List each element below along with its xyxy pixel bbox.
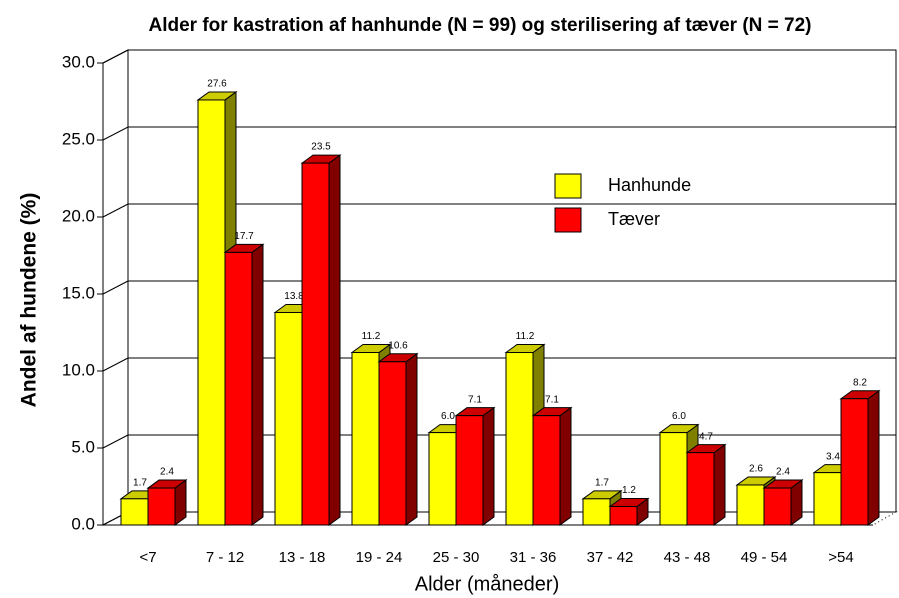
legend-swatch xyxy=(554,207,582,233)
value-label: 2.4 xyxy=(776,467,790,478)
bar xyxy=(840,398,869,526)
x-tick-label: 25 - 30 xyxy=(433,549,480,566)
x-tick-label: 43 - 48 xyxy=(664,549,711,566)
value-label: 10.6 xyxy=(388,340,408,351)
bar xyxy=(659,432,688,526)
x-tick-label: 13 - 18 xyxy=(279,549,326,566)
grid-line xyxy=(102,49,129,64)
bar-side xyxy=(405,352,418,526)
value-label: 11.2 xyxy=(516,331,535,342)
y-tick-label: 25.0 xyxy=(62,129,95,148)
y-tick-label: 15.0 xyxy=(62,283,95,302)
value-label: 3.4 xyxy=(826,451,840,462)
bar xyxy=(274,311,303,526)
legend-label: Tæver xyxy=(608,209,660,229)
bar xyxy=(428,432,457,526)
bar xyxy=(532,415,561,526)
y-tick-label: 0.0 xyxy=(71,514,95,533)
value-label: 6.0 xyxy=(441,411,455,422)
bar-side xyxy=(251,243,264,526)
legend-label: Hanhunde xyxy=(608,175,691,195)
grid-line xyxy=(102,126,129,141)
legend-swatch xyxy=(554,173,582,199)
bar xyxy=(455,415,484,526)
y-tick-label: 10.0 xyxy=(62,360,95,379)
bar xyxy=(763,487,792,526)
x-tick-label: 19 - 24 xyxy=(356,549,403,566)
x-tick-label: 37 - 42 xyxy=(587,549,634,566)
y-axis-label: Andel af hundene (%) xyxy=(18,193,41,408)
grid-line xyxy=(102,203,129,218)
x-axis-label: Alder (måneder) xyxy=(415,573,560,595)
bar xyxy=(197,99,226,526)
value-label: 2.6 xyxy=(749,464,763,475)
bar-side xyxy=(559,406,572,526)
bar xyxy=(224,251,253,526)
value-label: 17.7 xyxy=(234,231,254,242)
value-label: 6.0 xyxy=(672,411,686,422)
value-label: 27.6 xyxy=(207,79,227,90)
value-label: 11.2 xyxy=(362,331,381,342)
grid-line xyxy=(102,357,129,372)
value-label: 1.7 xyxy=(595,477,609,488)
value-label: 2.4 xyxy=(160,467,174,478)
x-tick-label: <7 xyxy=(139,549,156,566)
value-label: 7.1 xyxy=(468,394,482,405)
bar-side xyxy=(713,443,726,526)
bar xyxy=(736,484,765,526)
x-tick-label: 7 - 12 xyxy=(206,549,244,566)
bar xyxy=(505,352,534,526)
y-tick-label: 30.0 xyxy=(62,52,95,71)
bar xyxy=(120,498,149,526)
x-tick-label: 31 - 36 xyxy=(510,549,557,566)
x-tick-label: 49 - 54 xyxy=(741,549,788,566)
y-tick-label: 20.0 xyxy=(62,206,95,225)
value-label: 4.7 xyxy=(699,431,713,442)
bar xyxy=(813,472,842,526)
bar-side xyxy=(482,406,495,526)
value-label: 1.2 xyxy=(622,485,636,496)
grid-line xyxy=(102,434,129,449)
bar xyxy=(351,352,380,526)
value-label: 8.2 xyxy=(853,377,867,388)
bar-side xyxy=(328,154,341,526)
grid-line xyxy=(102,280,129,295)
y-tick-label: 5.0 xyxy=(71,437,95,456)
chart-title: Alder for kastration af hanhunde (N = 99… xyxy=(148,15,811,36)
bar xyxy=(301,162,330,526)
bar xyxy=(609,506,638,526)
bar xyxy=(582,498,611,526)
x-tick-label: >54 xyxy=(828,549,853,566)
value-label: 1.7 xyxy=(133,477,147,488)
bar xyxy=(147,487,176,526)
bar-side xyxy=(867,389,880,526)
bar xyxy=(686,452,715,526)
value-label: 23.5 xyxy=(311,142,331,153)
value-label: 7.1 xyxy=(545,394,559,405)
bar xyxy=(378,361,407,526)
value-label: 13.8 xyxy=(284,291,304,302)
